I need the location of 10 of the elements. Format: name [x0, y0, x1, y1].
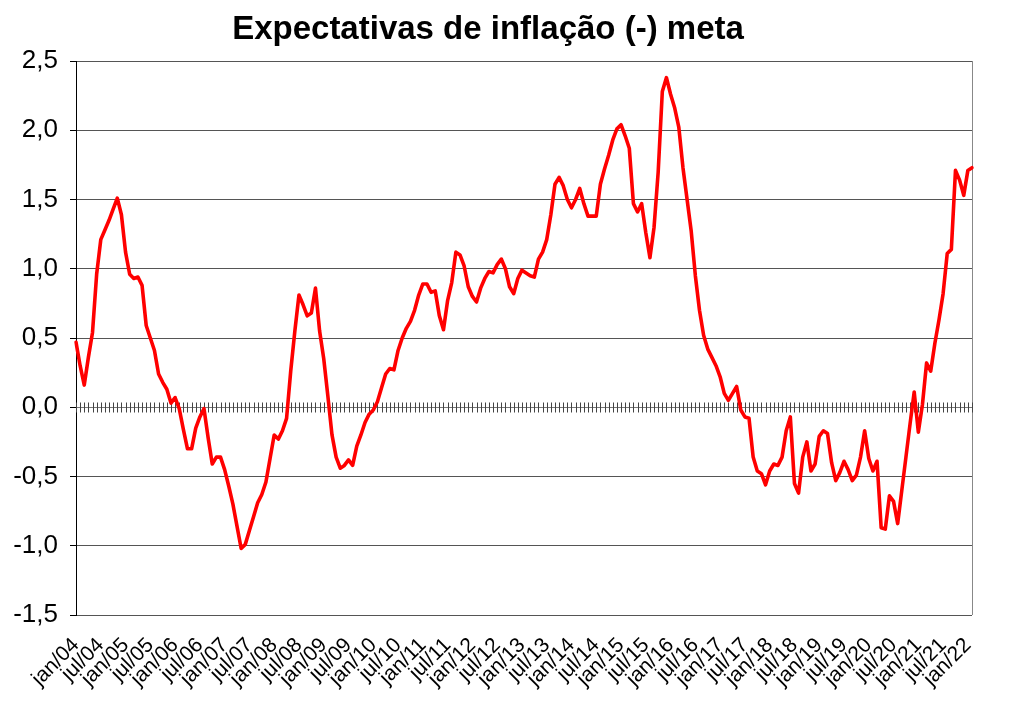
y-tick-label: 1,5: [21, 182, 58, 213]
y-tick-label: 1,0: [21, 251, 58, 282]
y-tick-label: 0,0: [21, 390, 58, 421]
y-tick-label: -1,0: [13, 528, 58, 559]
y-tick-label: -1,5: [13, 598, 58, 629]
y-tick-label: -0,5: [13, 459, 58, 490]
y-tick-label: 2,5: [21, 44, 58, 75]
chart-title: Expectativas de inflação (-) meta: [232, 8, 745, 46]
y-tick-label: 0,5: [21, 321, 58, 352]
y-tick-label: 2,0: [21, 113, 58, 144]
